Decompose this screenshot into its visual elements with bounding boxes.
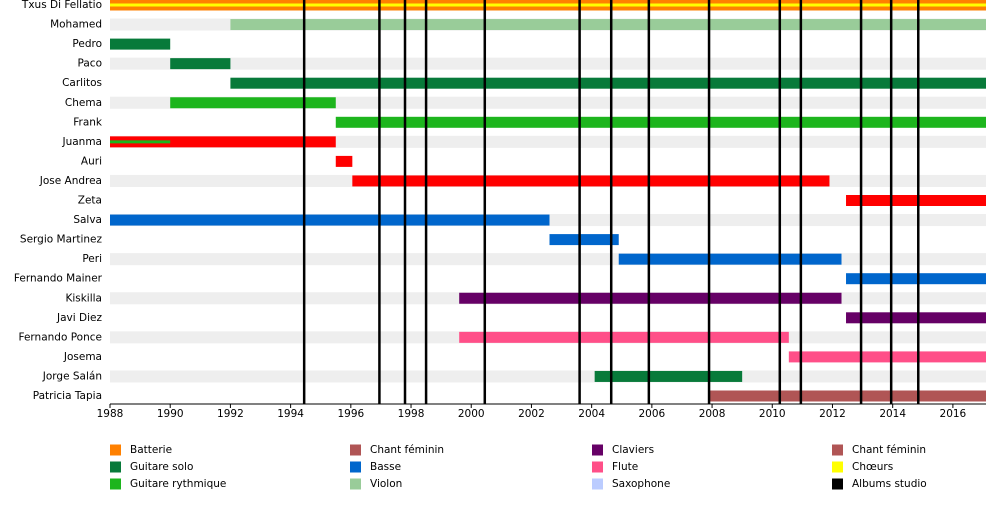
legend-swatch [832, 461, 843, 473]
legend-label: Guitare rythmique [130, 478, 226, 490]
legend-swatch [592, 478, 603, 490]
member-label: Auri [81, 155, 102, 167]
bar [170, 97, 336, 109]
member-label: Fernando Ponce [19, 331, 103, 343]
row-band [110, 370, 986, 383]
legend-label: Guitare solo [130, 461, 193, 473]
member-label: Javi Diez [56, 312, 102, 324]
member-label: Txus Di Fellatio [21, 0, 102, 11]
x-tick-label: 2012 [819, 408, 846, 420]
x-tick-label: 2000 [458, 408, 485, 420]
member-label: Fernando Mainer [14, 273, 103, 285]
legend-label: Albums studio [852, 478, 927, 490]
bar [459, 331, 789, 343]
member-label: Peri [82, 253, 102, 265]
bar [230, 19, 987, 31]
legend-label: Chœurs [852, 461, 893, 473]
member-label: Jose Andrea [39, 175, 102, 187]
legend-swatch [592, 444, 603, 456]
bar [352, 175, 830, 187]
x-tick-label: 2010 [759, 408, 786, 420]
x-tick-label: 1996 [337, 408, 364, 420]
bar-stripe [110, 140, 171, 144]
legend-swatch [832, 444, 843, 456]
member-label: Paco [78, 58, 103, 70]
bar [230, 77, 987, 89]
row-band [110, 253, 986, 266]
x-tick-label: 2016 [940, 408, 967, 420]
x-tick-label: 1998 [398, 408, 425, 420]
legend-label: Saxophone [612, 478, 670, 490]
legend-label: Flute [612, 461, 638, 473]
member-label: Jorge Salán [42, 370, 102, 382]
x-tick-label: 2004 [578, 408, 605, 420]
legend-swatch [110, 478, 121, 490]
member-label: Salva [73, 214, 102, 226]
legend-label: Chant féminin [370, 444, 444, 456]
bar [788, 351, 986, 363]
member-label: Chema [65, 97, 102, 109]
bar [709, 390, 986, 402]
legend-swatch [110, 461, 121, 473]
member-label: Kiskilla [65, 292, 102, 304]
row-band [110, 57, 986, 70]
bar [846, 273, 986, 285]
bar [846, 312, 986, 324]
bar [618, 253, 842, 265]
legend-label: Batterie [130, 444, 172, 456]
legend-swatch [350, 461, 361, 473]
bar [594, 370, 743, 382]
x-tick-label: 1994 [277, 408, 304, 420]
member-label: Sergio Martinez [20, 234, 103, 246]
legend-swatch [832, 478, 843, 490]
bar [846, 195, 986, 206]
legend-label: Chant féminin [852, 444, 926, 456]
legend-label: Violon [370, 478, 402, 490]
member-label: Mohamed [50, 19, 102, 31]
x-tick-label: 1992 [217, 408, 244, 420]
legend-swatch [350, 478, 361, 490]
member-label: Josema [63, 351, 102, 363]
bar [110, 136, 336, 148]
bar [110, 38, 171, 50]
legend-swatch [110, 444, 121, 456]
x-tick-label: 2006 [638, 408, 665, 420]
bar [110, 214, 550, 226]
legend-swatch [592, 461, 603, 473]
x-tick-label: 1990 [157, 408, 184, 420]
x-tick-label: 2014 [879, 408, 906, 420]
x-tick-label: 1988 [97, 408, 124, 420]
member-label: Pedro [72, 38, 102, 50]
member-label: Frank [73, 116, 103, 128]
member-label: Patricia Tapia [33, 390, 102, 402]
x-tick-label: 2002 [518, 408, 545, 420]
bar [459, 292, 842, 304]
bar-stripe [110, 3, 986, 7]
bar [335, 155, 353, 167]
legend-swatch [350, 444, 361, 456]
bar [335, 116, 986, 128]
bar [549, 234, 619, 246]
x-tick-label: 2008 [699, 408, 726, 420]
member-label: Juanma [61, 136, 102, 148]
member-label: Zeta [78, 195, 102, 207]
legend-label: Basse [370, 461, 401, 473]
member-label: Carlitos [62, 77, 102, 89]
legend-label: Claviers [612, 444, 654, 456]
bar [170, 58, 231, 70]
